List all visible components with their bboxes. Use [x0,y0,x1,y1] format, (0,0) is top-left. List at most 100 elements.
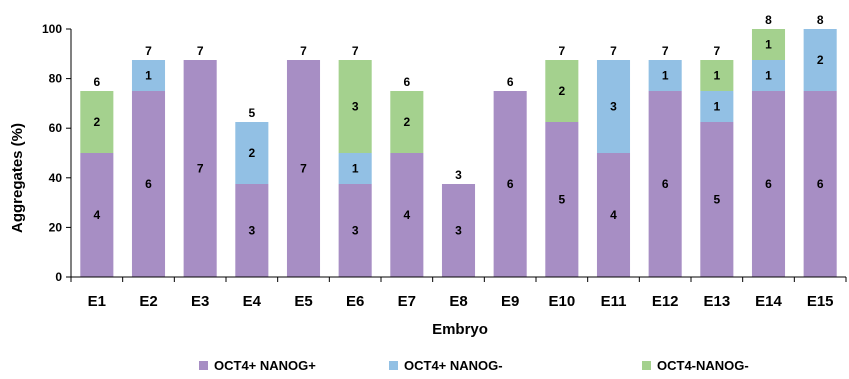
segment-label: 2 [403,115,410,129]
bar-total-label: 5 [248,106,255,120]
segment-label: 5 [558,193,565,207]
legend-swatch [199,361,208,370]
legend-label: OCT4+ NANOG+ [214,358,316,373]
x-tick-label: E8 [449,293,467,310]
segment-label: 3 [248,224,255,238]
bar-segment [751,60,786,91]
x-tick-label: E1 [88,293,106,310]
segment-label: 4 [93,208,100,222]
bar-segment [235,122,269,184]
segment-label: 6 [145,177,152,191]
bar-segment [545,122,579,277]
bar-total-label: 8 [765,13,772,27]
y-tick-label: 80 [49,72,63,86]
bar-total-label: 6 [403,75,410,89]
bar-total-label: 7 [713,44,720,58]
bar-total-label: 6 [93,75,100,89]
bar-segment [493,91,527,277]
y-tick-label: 60 [49,121,63,135]
segment-label: 6 [765,177,772,191]
x-tick-label: E4 [243,293,262,310]
legend-item: OCT4+ NANOG- [389,358,503,373]
legend-label: OCT4-NANOG- [657,358,749,373]
y-axis: 0 20 40 60 80 100 [42,22,72,284]
bar-total-label: 7 [662,44,669,58]
bar-segment [131,91,166,277]
bars: 4 2 6 6 1 7 7 7 3 2 5 7 7 3 1 3 7 4 2 6 3 3 6 6 5 2 7 4 3 7 6 1 7 5 1 1 7 6 1 1… [80,13,837,277]
segment-label: 6 [662,177,669,191]
segment-label: 2 [248,146,255,160]
legend: OCT4+ NANOG+ OCT4+ NANOG- OCT4-NANOG- [199,358,749,373]
x-tick-label: E15 [807,293,834,310]
bar-total-label: 8 [817,13,824,27]
legend-swatch [642,361,651,370]
bar-segment [441,184,476,277]
segment-label: 6 [507,177,514,191]
segment-label: 1 [662,69,669,83]
bar-segment [803,91,837,277]
x-tick-label: E13 [703,293,730,310]
bar-total-label: 7 [197,44,204,58]
x-tick-label: E10 [548,293,575,310]
bar-segment [390,91,424,153]
bar-segment [803,29,837,91]
bar-segment [596,60,631,153]
y-tick-label: 0 [55,270,62,284]
bar-segment [700,122,734,277]
segment-label: 3 [610,100,617,114]
segment-label: 2 [93,115,100,129]
y-tick-label: 20 [49,220,63,234]
x-tick-label: E12 [652,293,679,310]
bar-total-label: 7 [300,44,307,58]
segment-label: 2 [558,84,565,98]
bar-segment [751,91,786,277]
bar-segment [648,91,682,277]
y-tick-label: 100 [42,22,62,36]
x-tick-label: E11 [601,293,627,310]
segment-label: 3 [352,100,359,114]
segment-label: 7 [197,162,204,176]
segment-label: 6 [817,177,824,191]
segment-label: 4 [403,208,410,222]
segment-label: 4 [610,208,617,222]
bar-total-label: 7 [558,44,565,58]
segment-label: 2 [817,53,824,67]
segment-label: 3 [455,224,462,238]
bar-total-label: 7 [352,44,359,58]
bar-total-label: 7 [145,44,152,58]
segment-label: 1 [765,69,772,83]
bar-segment [338,184,372,277]
x-tick-label: E9 [501,293,519,310]
segment-label: 1 [352,162,359,176]
bar-total-label: 7 [610,44,617,58]
bar-segment [751,29,786,60]
x-axis-title: Embryo [432,321,488,338]
bar-segment [390,153,424,277]
bar-segment [131,60,166,91]
bar-segment [235,184,269,277]
x-tick-label: E6 [346,293,364,310]
y-tick-label: 40 [49,171,63,185]
x-tick-label: E7 [398,293,416,310]
bar-segment [80,91,114,153]
segment-label: 7 [300,162,307,176]
segment-label: 3 [352,224,359,238]
bar-segment [286,60,321,277]
bar-segment [338,60,372,153]
x-tick-label: E2 [139,293,157,310]
bar-segment [80,153,114,277]
legend-label: OCT4+ NANOG- [404,358,503,373]
segment-label: 1 [713,100,720,114]
legend-item: OCT4+ NANOG+ [199,358,316,373]
segment-label: 5 [713,193,720,207]
bar-segment [183,60,217,277]
x-axis: E1 E2 E3 E4 E5 E6 E7 E8 E9 E10 E11 E12 E13 E14 E15 [70,276,847,310]
legend-item: OCT4-NANOG- [642,358,749,373]
bar-total-label: 6 [507,75,514,89]
segment-label: 1 [765,38,772,52]
x-tick-label: E5 [294,293,312,310]
bar-segment [545,60,579,122]
x-tick-label: E3 [191,293,209,310]
bar-segment [700,91,734,122]
